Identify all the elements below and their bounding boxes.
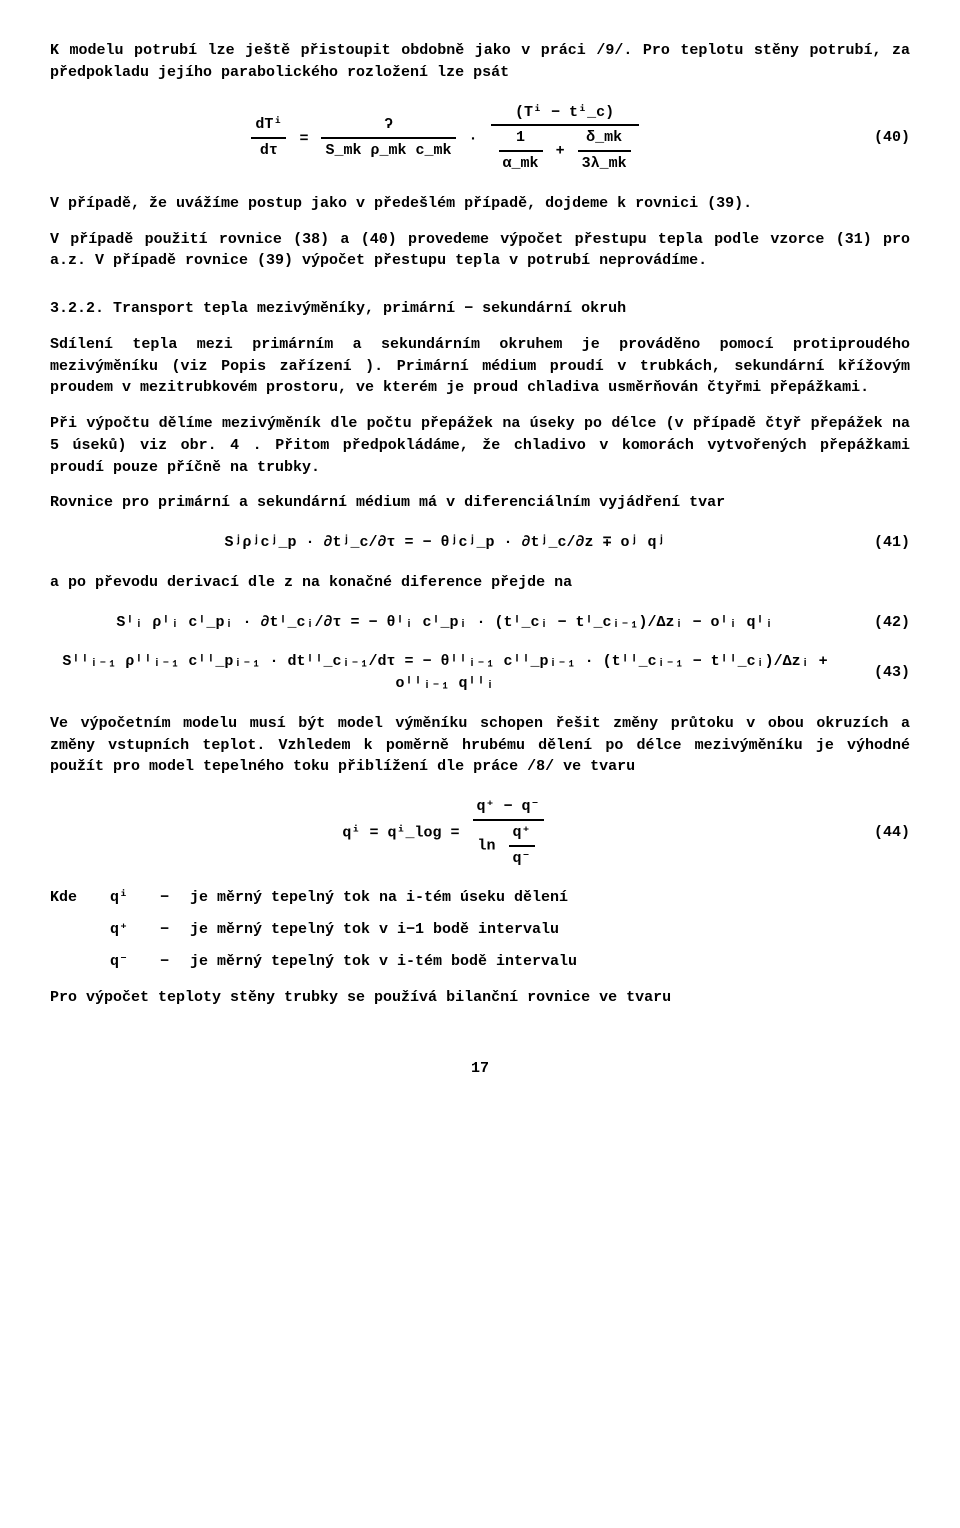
- where-row: q⁺ − je měrný tepelný tok v i−1 bodě int…: [50, 919, 910, 941]
- where-row: Kde qⁱ − je měrný tepelný tok na i-tém ú…: [50, 887, 910, 909]
- where-dash: −: [160, 919, 190, 941]
- paragraph-sharing: Sdílení tepla mezi primárním a sekundárn…: [50, 334, 910, 399]
- equation-43-number: (43): [840, 662, 910, 684]
- where-dash: −: [160, 951, 190, 973]
- where-definition: je měrný tepelný tok na i-tém úseku děle…: [190, 887, 910, 909]
- equation-44-body: qⁱ = qⁱ_log = q⁺ − q⁻ ln q⁺ q⁻: [50, 796, 840, 869]
- paragraph-division: Při výpočtu dělíme mezivýměník dle počtu…: [50, 413, 910, 478]
- equation-41-body: Sʲρʲcʲ_p · ∂tʲ_c/∂τ = − θʲcʲ_p · ∂tʲ_c/∂…: [50, 532, 840, 554]
- equation-40-body: dTⁱ dτ = ʔ S_mk ρ_mk c_mk · (Tⁱ − tⁱ_c) …: [50, 102, 840, 175]
- where-list: Kde qⁱ − je měrný tepelný tok na i-tém ú…: [50, 887, 910, 972]
- equation-40-number: (40): [840, 127, 910, 149]
- paragraph-case1: V případě, že uvážíme postup jako v před…: [50, 193, 910, 215]
- paragraph-differential: Rovnice pro primární a sekundární médium…: [50, 492, 910, 514]
- paragraph-case2: V případě použití rovnice (38) a (40) pr…: [50, 229, 910, 273]
- equation-41: Sʲρʲcʲ_p · ∂tʲ_c/∂τ = − θʲcʲ_p · ∂tʲ_c/∂…: [50, 532, 910, 554]
- paragraph-finite-diff: a po převodu derivací dle z na konačné d…: [50, 572, 910, 594]
- where-row: q⁻ − je měrný tepelný tok v i-tém bodě i…: [50, 951, 910, 973]
- paragraph-balance: Pro výpočet teploty stěny trubky se použ…: [50, 987, 910, 1009]
- equation-44: qⁱ = qⁱ_log = q⁺ − q⁻ ln q⁺ q⁻ (44): [50, 796, 910, 869]
- equation-41-number: (41): [840, 532, 910, 554]
- equation-42: Sᴵᵢ ρᴵᵢ cᴵ_pᵢ · ∂tᴵ_cᵢ/∂τ = − θᴵᵢ cᴵ_pᵢ …: [50, 612, 910, 634]
- where-symbol: q⁺: [110, 919, 160, 941]
- where-dash: −: [160, 887, 190, 909]
- section-322-title: 3.2.2. Transport tepla mezivýměníky, pri…: [50, 298, 910, 320]
- paragraph-intro: K modelu potrubí lze ještě přistoupit ob…: [50, 40, 910, 84]
- where-symbol: q⁻: [110, 951, 160, 973]
- equation-42-number: (42): [840, 612, 910, 634]
- equation-40: dTⁱ dτ = ʔ S_mk ρ_mk c_mk · (Tⁱ − tⁱ_c) …: [50, 102, 910, 175]
- paragraph-model: Ve výpočetním modelu musí být model výmě…: [50, 713, 910, 778]
- equation-43-body: Sᴵᴵᵢ₋₁ ρᴵᴵᵢ₋₁ cᴵᴵ_pᵢ₋₁ · dtᴵᴵ_cᵢ₋₁/dτ = …: [50, 651, 840, 695]
- page-number: 17: [50, 1058, 910, 1080]
- where-symbol: qⁱ: [110, 887, 160, 909]
- equation-42-body: Sᴵᵢ ρᴵᵢ cᴵ_pᵢ · ∂tᴵ_cᵢ/∂τ = − θᴵᵢ cᴵ_pᵢ …: [50, 612, 840, 634]
- where-label: Kde: [50, 887, 110, 909]
- where-definition: je měrný tepelný tok v i-tém bodě interv…: [190, 951, 910, 973]
- where-definition: je měrný tepelný tok v i−1 bodě interval…: [190, 919, 910, 941]
- equation-43: Sᴵᴵᵢ₋₁ ρᴵᴵᵢ₋₁ cᴵᴵ_pᵢ₋₁ · dtᴵᴵ_cᵢ₋₁/dτ = …: [50, 651, 910, 695]
- equation-44-number: (44): [840, 822, 910, 844]
